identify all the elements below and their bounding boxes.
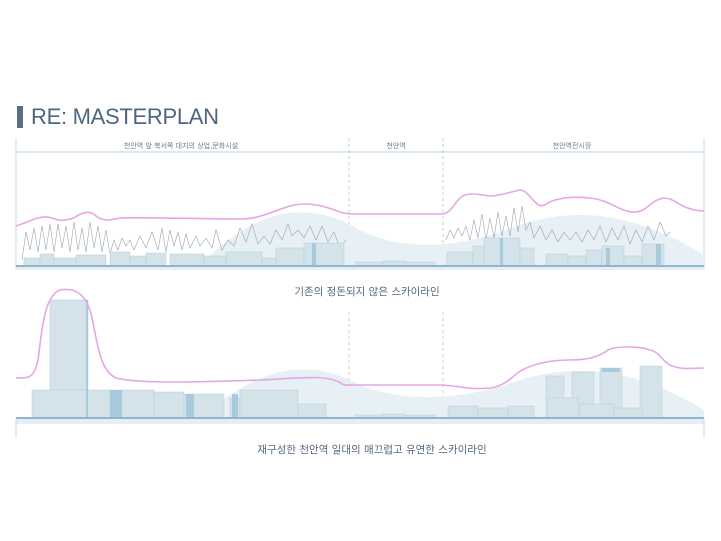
existing-jagged-skyline-east (445, 205, 671, 245)
proposed-building-accents (86, 300, 620, 418)
zone-label-market: 천안역전시장 (552, 142, 592, 150)
existing-skyline-line (15, 189, 705, 227)
page-title-group: RE: MASTERPLAN (17, 104, 219, 130)
existing-jagged-skyline (21, 221, 347, 261)
proposed-skyline-line (15, 288, 705, 390)
proposed-ground-band (16, 419, 704, 424)
existing-ground-band (16, 267, 704, 270)
page-title: RE: MASTERPLAN (31, 104, 219, 129)
zone-label-station: 천안역 (386, 142, 406, 150)
caption-proposed-skyline: 재구성한 천안역 일대의 매끄럽고 유연한 스카이라인 (257, 444, 487, 456)
title-accent-bar (17, 106, 23, 128)
existing-building-accents (312, 238, 661, 266)
zone-label-commercial: 천안역 앞 북서쪽 대지의 상업,문화시설 (123, 142, 239, 150)
caption-existing-skyline: 기존의 정돈되지 않은 스카이라인 (294, 286, 440, 298)
